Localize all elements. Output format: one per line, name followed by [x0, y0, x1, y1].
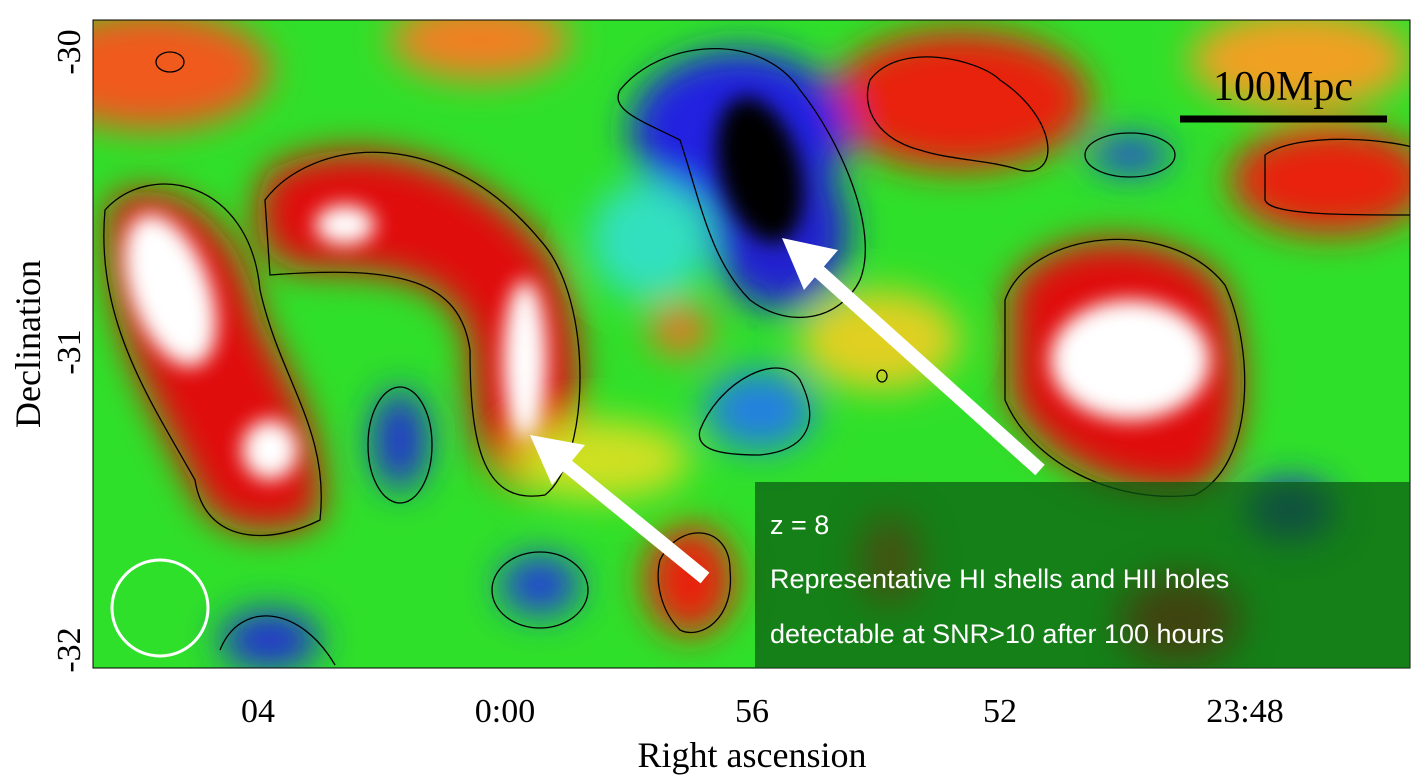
x-tick-label: 23:48 [1206, 693, 1283, 730]
x-tick-label: 04 [241, 693, 275, 730]
x-tick-label: 52 [983, 693, 1017, 730]
x-axis-label: Right ascension [638, 735, 867, 775]
y-ticks: -30 -31 -32 [51, 29, 88, 672]
scale-label: 100Mpc [1213, 64, 1353, 110]
y-axis-label: Declination [8, 260, 48, 428]
x-ticks: 04 0:00 56 52 23:48 [241, 693, 1284, 730]
map [93, 20, 1410, 668]
y-tick-label: -31 [51, 329, 88, 374]
arrows [560, 262, 1045, 584]
annotation: detectable at SNR>10 after 100 hours [770, 619, 1224, 649]
annotation: Representative HI shells and HII holes [770, 564, 1229, 594]
x-tick-label: 0:00 [475, 693, 535, 730]
annotation: z = 8 [770, 510, 829, 540]
y-tick-label: -32 [51, 627, 88, 672]
y-tick-label: -30 [51, 29, 88, 74]
x-tick-label: 56 [735, 693, 769, 730]
